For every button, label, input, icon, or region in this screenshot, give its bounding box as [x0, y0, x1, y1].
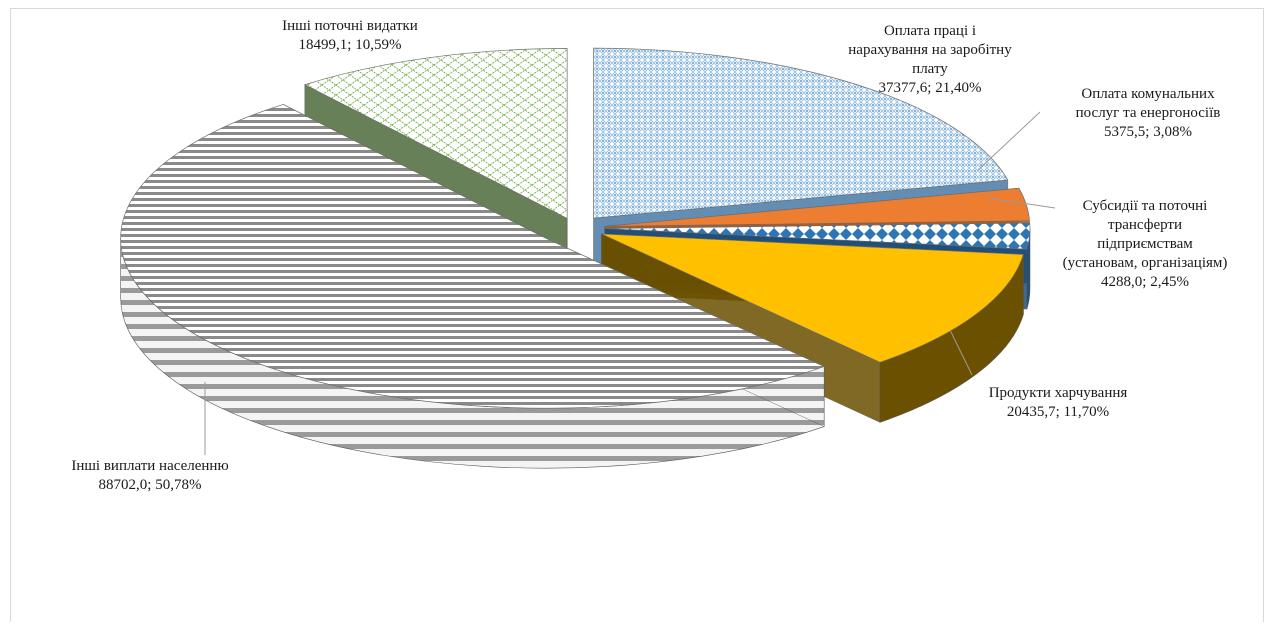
slice-label-name: нарахування на заробітну [848, 42, 1012, 58]
slice-label-value: 18499,1; 10,59% [299, 37, 402, 53]
slice-label: Інші поточні видатки 18499,1; 10,59% [282, 18, 418, 53]
slice-label-name: підприємствам [1097, 236, 1193, 252]
slice-label-name: Продукти харчування [989, 385, 1128, 401]
slice-label-name: послуг та енергоносіїв [1076, 105, 1221, 121]
slice-label-value: 37377,6; 21,40% [879, 80, 982, 96]
slice-label: Інші виплати населенню 88702,0; 50,78% [71, 458, 228, 493]
slice-label: Оплата праці і нарахування на заробітну пл… [848, 23, 1012, 96]
pie-slice [120, 104, 826, 469]
slice-label: Оплата комунальних послуг та енергоносіїв… [1076, 86, 1221, 140]
slice-label-name: Оплата праці і [884, 23, 976, 39]
slice-label-value: 88702,0; 50,78% [99, 477, 202, 493]
slice-label-name: трансферти [1108, 217, 1182, 233]
slice-label-name: Оплата комунальних [1081, 86, 1215, 102]
slice-top [303, 48, 568, 220]
slice-label: Продукти харчування 20435,7; 11,70% [989, 385, 1128, 420]
slices-layer [120, 47, 1031, 469]
slice-label-name: Субсидії та поточні [1083, 198, 1208, 214]
data-labels: Оплата праці і нарахування на заробітну пл… [71, 18, 1227, 493]
slice-label-name: Інші виплати населенню [71, 458, 228, 474]
slice-label: Субсидії та поточні трансферти підприємств… [1063, 198, 1228, 290]
slice-top [604, 222, 1031, 250]
leader-line [977, 111, 1041, 171]
slice-top [601, 233, 1024, 363]
slice-label-name: (установам, організаціям) [1063, 255, 1228, 271]
slice-top [120, 104, 826, 409]
slice-label-value: 20435,7; 11,70% [1007, 404, 1109, 420]
leader-lines [204, 111, 1056, 455]
slice-label-value: 5375,5; 3,08% [1104, 124, 1192, 140]
slice-label-name: плату [912, 61, 948, 77]
slice-top [604, 187, 1030, 227]
leader-line [949, 329, 973, 376]
slice-top [593, 47, 1009, 219]
plot-border [10, 8, 1264, 627]
leader-line [987, 197, 1056, 209]
slice-label-value: 4288,0; 2,45% [1101, 274, 1189, 290]
slice-label-name: Інші поточні видатки [282, 18, 418, 34]
